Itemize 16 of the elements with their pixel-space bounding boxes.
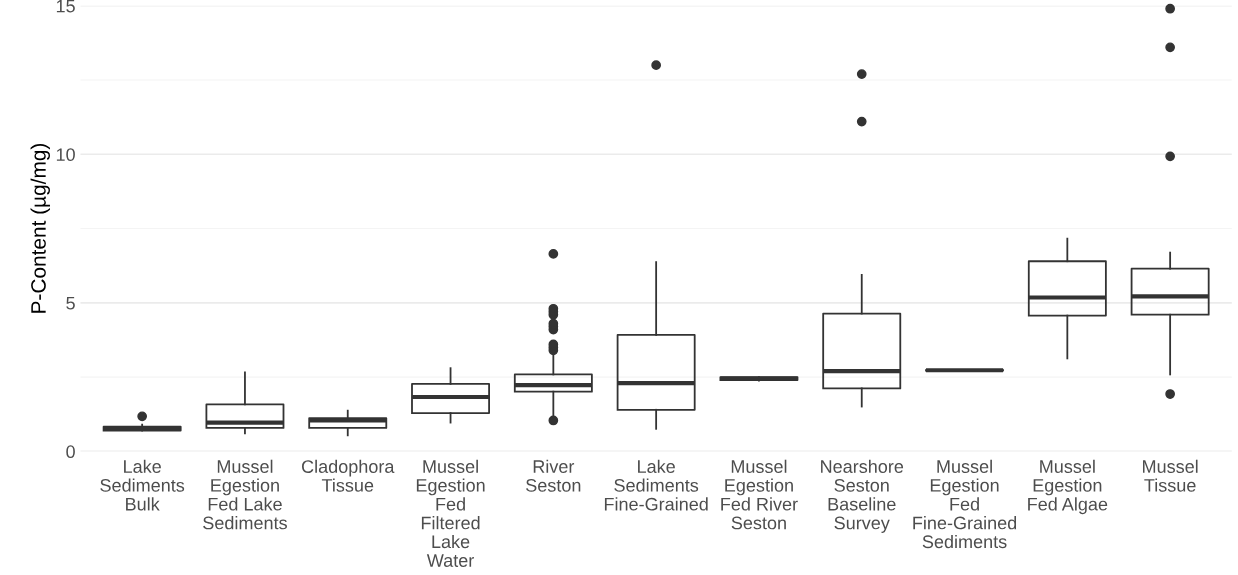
x-tick-label: Mussel Egestion Fed Filtered Lake Water [416,459,485,567]
x-tick-label: Mussel Tissue [1143,459,1198,492]
y-tick-label: 10 [56,148,75,162]
x-tick-label: Lake Sediments Fine-Grained [604,459,708,511]
y-axis-title: P-Content (µg/mg) [30,143,50,313]
x-tick-label: Lake Sediments Bulk [100,459,185,511]
x-tick-label: Mussel Egestion Fed Fine-Grained Sediments [913,459,1017,549]
x-tick-label: Mussel Egestion Fed River Seston [721,459,798,530]
x-tick-label: River Seston [526,459,581,492]
x-tick-label: Nearshore Seston Baseline Survey [821,459,904,533]
x-tick-label: Cladophora Tissue [301,459,395,492]
y-tick-label: 0 [66,445,75,459]
y-tick-label: 5 [66,296,75,310]
y-tick-label: 15 [56,0,75,13]
x-tick-label: Mussel Egestion Fed Lake Sediments [203,459,287,530]
x-tick-label: Mussel Egestion Fed Algae [1028,459,1108,515]
